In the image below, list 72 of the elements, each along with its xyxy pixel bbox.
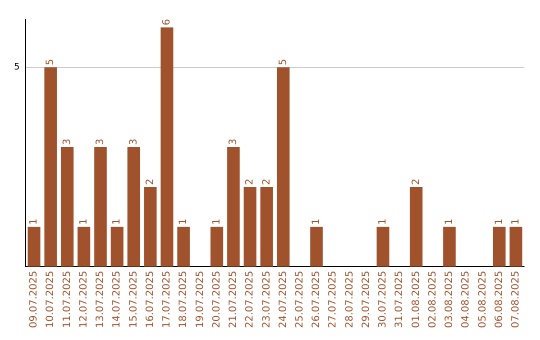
bar	[227, 147, 240, 267]
data-label: 2	[410, 178, 422, 185]
x-tick-label: 09.07.2025	[28, 270, 40, 328]
data-label: 2	[144, 178, 156, 185]
x-tick-label: 31.07.2025	[394, 270, 406, 328]
bar	[310, 226, 323, 267]
data-label: 1	[444, 218, 456, 225]
data-label: 1	[211, 218, 222, 225]
data-label: 1	[178, 218, 190, 225]
x-tick-label: 17.07.2025	[162, 270, 173, 328]
data-label: 1	[311, 218, 322, 225]
bar	[410, 186, 423, 267]
x-tick-label: 04.08.2025	[460, 270, 472, 328]
bar	[244, 186, 256, 267]
x-tick-label: 26.07.2025	[311, 270, 322, 328]
data-label: 5	[278, 58, 289, 66]
data-label: 1	[112, 218, 123, 225]
x-tick-label: 23.07.2025	[261, 270, 272, 328]
data-label: 1	[378, 218, 389, 225]
bar	[94, 147, 107, 267]
bar	[510, 226, 522, 267]
x-tick-label: 15.07.2025	[128, 270, 140, 328]
data-label: 5	[45, 58, 56, 66]
data-label: 3	[128, 138, 140, 146]
bar	[28, 226, 40, 267]
data-label: 2	[261, 178, 272, 185]
x-tick-label: 12.07.2025	[78, 270, 90, 328]
bar	[60, 147, 74, 267]
x-tick-label: 20.07.2025	[211, 270, 222, 328]
data-label: 6	[162, 19, 173, 26]
x-tick-label: 06.08.2025	[494, 270, 505, 328]
bar	[492, 226, 506, 267]
data-label: 1	[78, 218, 90, 225]
bar	[376, 226, 390, 267]
bar	[44, 67, 57, 267]
x-tick-label: 16.07.2025	[144, 270, 156, 328]
bar	[260, 186, 273, 267]
x-tick-label: 01.08.2025	[410, 270, 422, 328]
bar	[110, 226, 124, 267]
x-tick-label: 11.07.2025	[62, 270, 73, 328]
bar	[160, 27, 174, 267]
bar	[177, 226, 190, 267]
x-tick-label: 22.07.2025	[244, 270, 256, 328]
x-tick-label: 29.07.2025	[360, 270, 372, 328]
bar	[443, 226, 456, 267]
bar	[78, 226, 90, 267]
x-tick-label: 19.07.2025	[194, 270, 206, 328]
data-label: 1	[510, 218, 522, 225]
x-tick-label: 02.08.2025	[427, 270, 438, 328]
x-tick-label: 07.08.2025	[510, 270, 522, 328]
x-tick-label: 24.07.2025	[278, 270, 289, 328]
bar	[127, 147, 140, 267]
bar	[276, 67, 290, 267]
x-tick-label: 03.08.2025	[444, 270, 456, 328]
bar	[210, 226, 224, 267]
x-tick-label: 18.07.2025	[178, 270, 190, 328]
bar	[144, 186, 157, 267]
data-label: 3	[95, 138, 106, 146]
x-tick-label: 10.07.2025	[45, 270, 56, 328]
x-tick-label: 25.07.2025	[294, 270, 306, 328]
x-tick-label: 13.07.2025	[95, 270, 106, 328]
x-tick-label: 28.07.2025	[344, 270, 356, 328]
x-tick-label: 30.07.2025	[378, 270, 389, 328]
data-label: 2	[244, 178, 256, 185]
data-label: 1	[28, 218, 40, 225]
data-label: 3	[228, 138, 240, 146]
x-tick-label: 14.07.2025	[112, 270, 123, 328]
data-label: 3	[62, 138, 73, 146]
data-label: 1	[494, 218, 505, 225]
x-tick-label: 05.08.2025	[477, 270, 488, 328]
x-tick-label: 27.07.2025	[328, 270, 339, 328]
x-tick-label: 21.07.2025	[228, 270, 240, 328]
